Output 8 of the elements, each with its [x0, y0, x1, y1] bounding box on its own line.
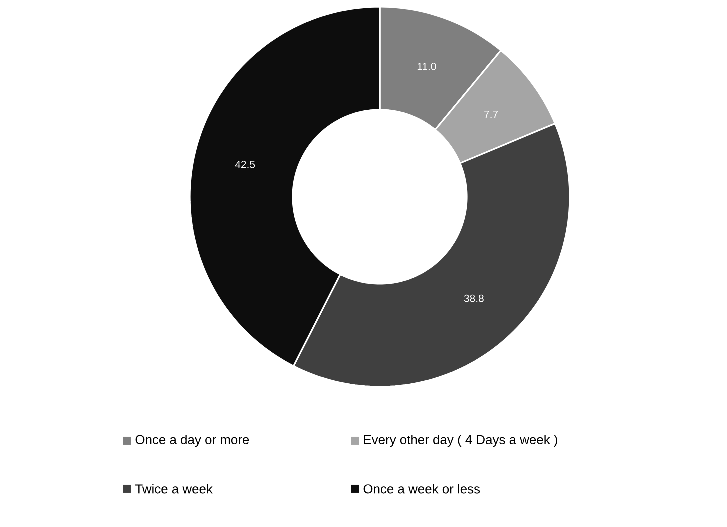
- data-label: 42.5: [235, 160, 256, 168]
- legend-label: Once a week or less: [364, 484, 480, 494]
- legend-label: Twice a week: [136, 484, 213, 494]
- legend-label: Every other day ( 4 Days a week ): [364, 434, 558, 448]
- data-label: 11.0: [418, 62, 436, 70]
- data-label: 38.8: [464, 294, 484, 302]
- data-label: 7.7: [484, 110, 498, 118]
- legend-label: Once a day or more: [136, 434, 250, 448]
